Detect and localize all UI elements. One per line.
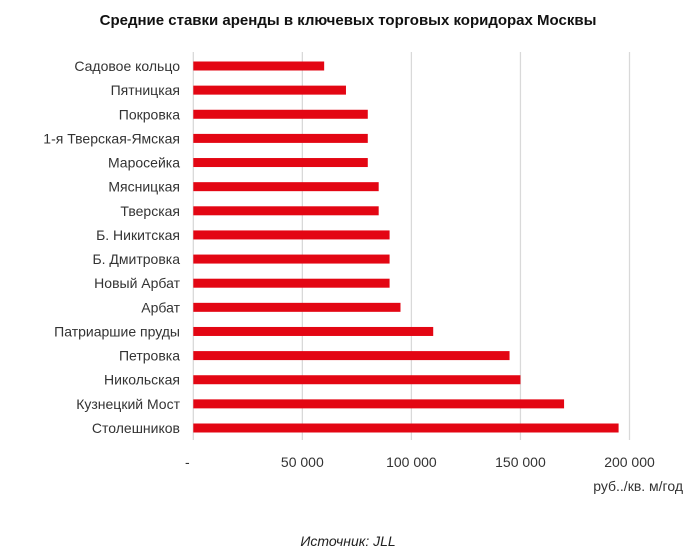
category-labels: Садовое кольцо Пятницкая Покровка 1-я Тверс… bbox=[43, 58, 180, 436]
x-tick-label: 100 000 bbox=[386, 454, 437, 470]
bar bbox=[193, 61, 325, 71]
category-label: Маросейка bbox=[108, 155, 180, 171]
category-label: Покровка bbox=[119, 106, 180, 122]
bar bbox=[193, 230, 390, 240]
category-label: Пятницкая bbox=[111, 82, 180, 98]
bar bbox=[193, 423, 619, 433]
bar bbox=[193, 326, 434, 336]
x-tick-label: 150 000 bbox=[495, 454, 546, 470]
bar bbox=[193, 254, 390, 264]
bar bbox=[193, 375, 521, 385]
bar bbox=[193, 109, 368, 119]
category-label: Петровка bbox=[119, 348, 180, 364]
bar bbox=[193, 302, 401, 312]
category-label: Б. Дмитровка bbox=[92, 251, 180, 267]
bar bbox=[193, 158, 368, 168]
category-label: Столешников bbox=[92, 420, 180, 436]
bar bbox=[193, 85, 346, 95]
bars bbox=[193, 61, 619, 433]
category-label: Мясницкая bbox=[108, 179, 180, 195]
chart-title: Средние ставки аренды в ключевых торговы… bbox=[100, 12, 597, 29]
category-label: Патриаршие пруды bbox=[54, 323, 180, 339]
source-note: Источник: JLL bbox=[300, 533, 395, 549]
category-label: Новый Арбат bbox=[94, 275, 180, 291]
bar bbox=[193, 351, 510, 361]
category-label: Б. Никитская bbox=[96, 227, 180, 243]
x-tick-label: - bbox=[185, 454, 190, 470]
x-tick-labels: - 50 000 100 000 150 000 200 000 bbox=[185, 454, 655, 470]
bar bbox=[193, 133, 368, 143]
bar bbox=[193, 182, 379, 192]
category-label: Арбат bbox=[141, 299, 180, 315]
category-label: 1-я Тверская-Ямская bbox=[43, 130, 180, 146]
category-label: Садовое кольцо bbox=[74, 58, 180, 74]
category-label: Никольская bbox=[104, 372, 180, 388]
category-label: Кузнецкий Мост bbox=[76, 396, 180, 412]
category-label: Тверская bbox=[120, 203, 180, 219]
x-axis-label: руб../кв. м/год bbox=[593, 478, 683, 494]
x-tick-label: 200 000 bbox=[604, 454, 655, 470]
x-tick-label: 50 000 bbox=[281, 454, 324, 470]
bar bbox=[193, 278, 390, 288]
bar bbox=[193, 399, 565, 409]
bar bbox=[193, 206, 379, 216]
